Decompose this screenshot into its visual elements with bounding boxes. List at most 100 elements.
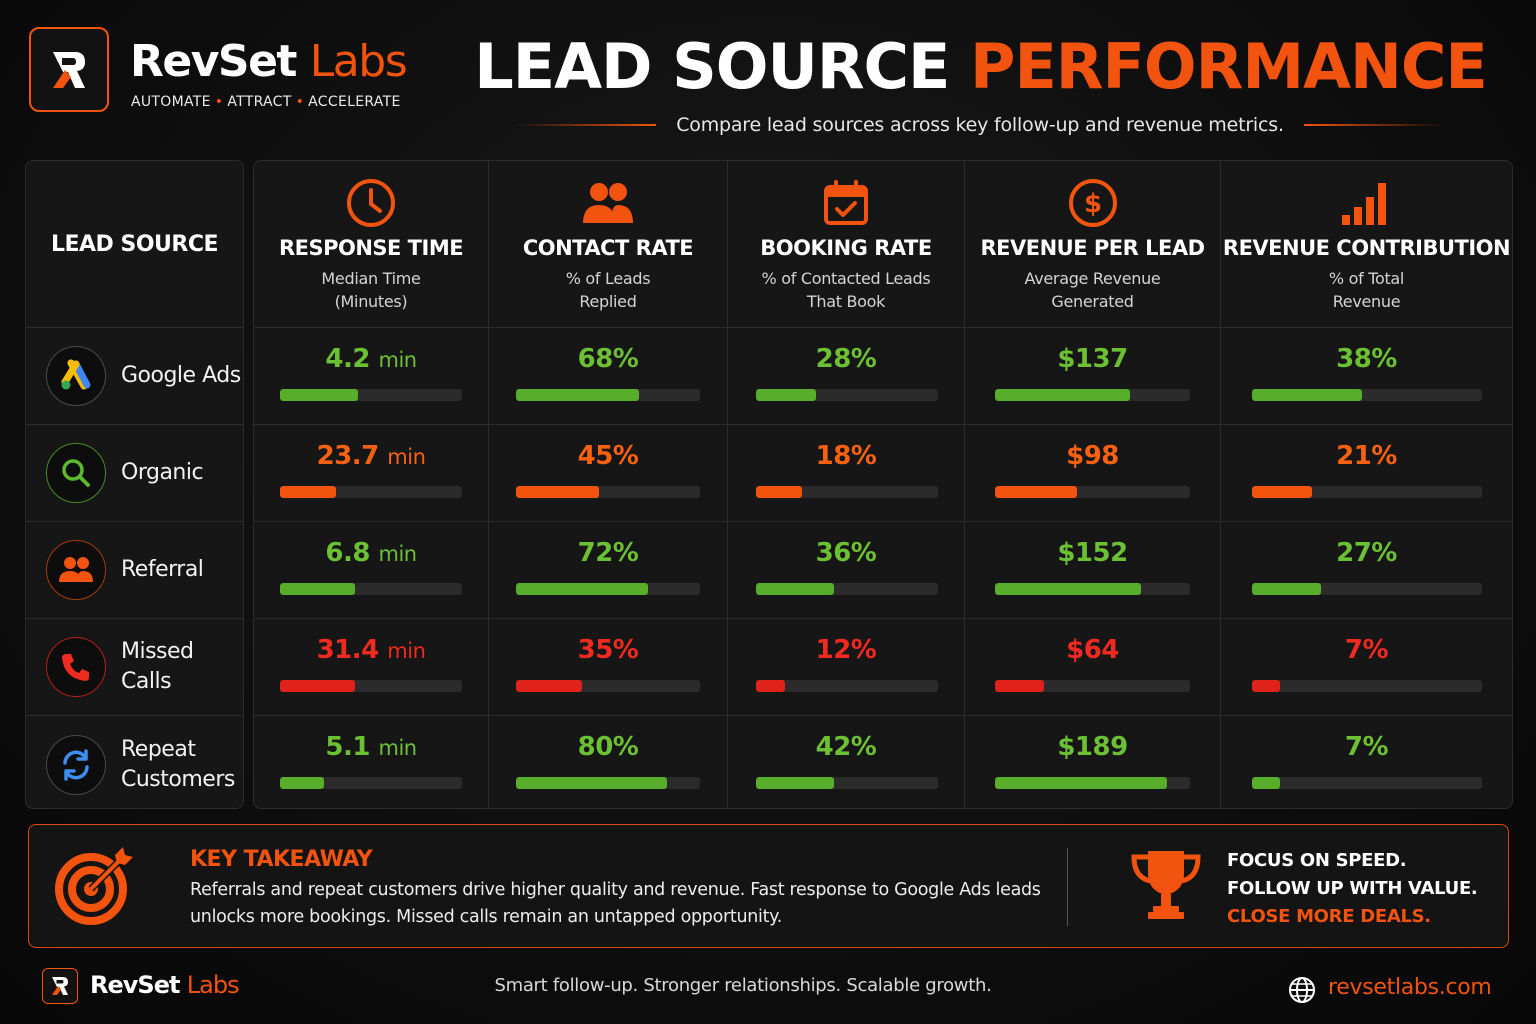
metric-value: 12% bbox=[815, 635, 877, 665]
metric-bar-track bbox=[756, 486, 938, 498]
metric-value: 7% bbox=[1344, 732, 1389, 762]
metric-value: 28% bbox=[815, 344, 877, 374]
metric-cell: $64 bbox=[965, 619, 1220, 716]
metric-bar-fill bbox=[280, 486, 337, 498]
metric-bar-fill bbox=[516, 680, 583, 692]
source-row-missed-calls: Missed Calls bbox=[26, 619, 243, 716]
metric-column: CONTACT RATE % of Leads Replied 68% 45% 72% 35… bbox=[489, 161, 728, 808]
metric-bar-fill bbox=[1252, 777, 1280, 789]
metric-cell: 38% bbox=[1221, 328, 1512, 425]
metric-cell: 27% bbox=[1221, 522, 1512, 619]
metric-cell: 31.4 min bbox=[254, 619, 488, 716]
metric-bar-fill bbox=[756, 583, 835, 595]
metric-value: $64 bbox=[1066, 635, 1119, 665]
metric-value: 38% bbox=[1336, 344, 1397, 374]
metric-header: RESPONSE TIME Median Time (Minutes) bbox=[254, 161, 488, 328]
metric-value: 18% bbox=[815, 441, 877, 471]
people-icon bbox=[46, 540, 106, 600]
brand-tagline: AUTOMATE • ATTRACT • ACCELERATE bbox=[131, 94, 401, 110]
brand-logo bbox=[29, 27, 109, 112]
metric-column: $ REVENUE PER LEAD Average Revenue Generate… bbox=[965, 161, 1221, 808]
metric-bar-fill bbox=[756, 680, 786, 692]
metric-bar-track bbox=[280, 583, 462, 595]
metric-title: RESPONSE TIME bbox=[278, 236, 464, 260]
metric-bar-fill bbox=[1252, 583, 1321, 595]
metric-value: 36% bbox=[815, 538, 877, 568]
metric-bar-fill bbox=[995, 583, 1142, 595]
page-subtitle: Compare lead sources across key follow-u… bbox=[515, 112, 1445, 138]
takeaway-divider bbox=[1067, 848, 1068, 926]
metric-value: 72% bbox=[577, 538, 639, 568]
metric-cell: 6.8 min bbox=[254, 522, 488, 619]
signal-bars-icon bbox=[1221, 178, 1512, 228]
search-icon bbox=[46, 443, 106, 503]
dollar-icon: $ bbox=[965, 178, 1220, 228]
metric-subtitle: % of Leads Replied bbox=[565, 269, 651, 311]
metric-cell: 21% bbox=[1221, 425, 1512, 522]
metric-subtitle: Median Time (Minutes) bbox=[321, 269, 421, 311]
metric-header: CONTACT RATE % of Leads Replied bbox=[489, 161, 727, 328]
metric-bar-fill bbox=[516, 389, 640, 401]
metric-cell: $98 bbox=[965, 425, 1220, 522]
metric-title: REVENUE CONTRIBUTION bbox=[1222, 236, 1511, 260]
source-row-referral: Referral bbox=[26, 522, 243, 619]
metric-value: $98 bbox=[1066, 441, 1119, 471]
metric-bar-fill bbox=[995, 680, 1044, 692]
metric-cell: $137 bbox=[965, 328, 1220, 425]
google-ads-icon bbox=[46, 346, 106, 406]
metric-value: $137 bbox=[1057, 344, 1128, 374]
metric-bar-track bbox=[1252, 389, 1482, 401]
metric-bar-fill bbox=[280, 583, 355, 595]
metric-bar-track bbox=[1252, 486, 1482, 498]
lead-source-header: LEAD SOURCE bbox=[26, 161, 243, 328]
metric-column: BOOKING RATE % of Contacted Leads That Boo… bbox=[728, 161, 965, 808]
metric-subtitle: Average Revenue Generated bbox=[1024, 269, 1161, 311]
metric-title: REVENUE PER LEAD bbox=[980, 236, 1205, 260]
trophy-icon bbox=[1131, 851, 1201, 919]
metric-bar-fill bbox=[756, 777, 835, 789]
key-takeaway-panel: KEY TAKEAWAY Referrals and repeat custom… bbox=[28, 824, 1509, 948]
metric-bar-track bbox=[280, 680, 462, 692]
metric-value: 5.1 min bbox=[325, 732, 417, 762]
takeaway-title: KEY TAKEAWAY bbox=[190, 847, 373, 872]
metric-value: $152 bbox=[1057, 538, 1128, 568]
metric-bar-fill bbox=[1252, 486, 1312, 498]
metric-subtitle: % of Total Revenue bbox=[1328, 269, 1405, 311]
source-row-google-ads: Google Ads bbox=[26, 328, 243, 425]
refresh-icon bbox=[46, 734, 106, 795]
footer-url-link[interactable]: revsetlabs.com bbox=[1328, 975, 1492, 1000]
metric-value: 45% bbox=[577, 441, 639, 471]
metric-header: REVENUE CONTRIBUTION % of Total Revenue bbox=[1221, 161, 1512, 328]
metric-column: RESPONSE TIME Median Time (Minutes) 4.2 min… bbox=[254, 161, 489, 808]
metric-bar-track bbox=[516, 486, 700, 498]
metric-value: 68% bbox=[577, 344, 639, 374]
metric-bar-fill bbox=[280, 389, 359, 401]
brand-name: RevSet Labs bbox=[130, 36, 408, 87]
users-icon bbox=[489, 178, 727, 228]
metric-header: BOOKING RATE % of Contacted Leads That Boo… bbox=[728, 161, 964, 328]
metric-bar-track bbox=[756, 389, 938, 401]
metric-cell: 68% bbox=[489, 328, 727, 425]
metric-bar-fill bbox=[516, 583, 649, 595]
metric-bar-track bbox=[280, 486, 462, 498]
metric-bar-track bbox=[995, 680, 1190, 692]
metric-cell: 4.2 min bbox=[254, 328, 488, 425]
metric-bar-fill bbox=[995, 777, 1167, 789]
source-row-organic: Organic bbox=[26, 425, 243, 522]
takeaway-text: Referrals and repeat customers drive hig… bbox=[190, 880, 1041, 927]
metric-cell: 72% bbox=[489, 522, 727, 619]
page-title: LEAD SOURCE PERFORMANCE bbox=[474, 30, 1488, 103]
metric-bar-fill bbox=[995, 486, 1077, 498]
metric-bar-fill bbox=[995, 389, 1130, 401]
footer-logo bbox=[42, 968, 78, 1004]
metric-bar-track bbox=[1252, 777, 1482, 789]
globe-icon bbox=[1289, 977, 1315, 1003]
source-row-repeat-customers: Repeat Customers bbox=[26, 716, 243, 808]
calendar-check-icon bbox=[728, 178, 964, 228]
metric-bar-track bbox=[516, 389, 700, 401]
metric-bar-track bbox=[516, 680, 700, 692]
metric-cell: 36% bbox=[728, 522, 964, 619]
metric-bar-track bbox=[995, 777, 1190, 789]
metric-bar-track bbox=[280, 777, 462, 789]
metric-bar-track bbox=[995, 486, 1190, 498]
